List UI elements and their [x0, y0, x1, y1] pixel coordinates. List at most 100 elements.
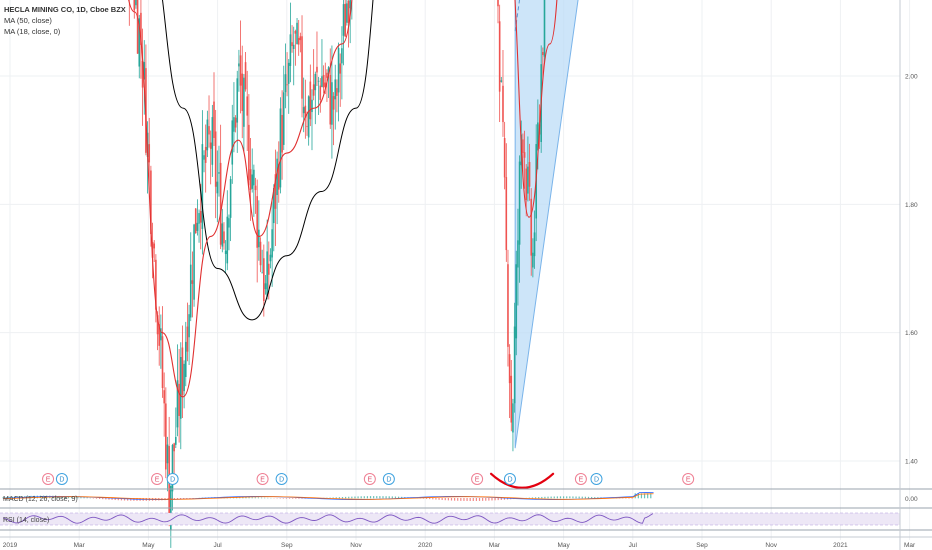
- macd-bar: [594, 497, 596, 499]
- earnings-marker: [471, 473, 484, 485]
- candle-body: [510, 375, 513, 423]
- candle-body: [513, 326, 516, 404]
- candle-body: [263, 258, 265, 302]
- dividend-marker: [382, 473, 395, 485]
- candle-body: [161, 336, 164, 388]
- earnings-marker: [151, 473, 164, 485]
- macd-bar: [70, 496, 73, 499]
- macd-bar: [369, 496, 372, 499]
- macd-bar: [581, 496, 583, 499]
- candle-body: [160, 328, 162, 341]
- candle-body: [533, 232, 536, 257]
- macd-bar: [475, 498, 478, 501]
- candle-body: [299, 36, 302, 41]
- candle-body: [150, 170, 152, 235]
- macd-bar: [111, 498, 113, 500]
- candle-body: [336, 88, 338, 96]
- candle-body: [189, 264, 192, 318]
- candle-body: [136, 0, 139, 54]
- candle-body: [347, 0, 350, 24]
- candle-body: [518, 161, 521, 245]
- candle-body: [229, 179, 232, 218]
- macd-bar: [569, 496, 571, 499]
- macd-bar: [351, 496, 353, 499]
- rsi-line: [2, 513, 654, 524]
- candle-body: [191, 280, 194, 284]
- candle-body: [537, 122, 539, 151]
- time-tick-label: Jul: [213, 542, 222, 549]
- candle-body: [349, 0, 351, 9]
- candle-body: [286, 84, 288, 86]
- candle-body: [228, 218, 230, 228]
- legend-ma50[interactable]: MA (50, close): [4, 16, 52, 25]
- macd-bar: [257, 497, 260, 499]
- macd-bar: [248, 497, 250, 499]
- macd-bar: [254, 497, 256, 499]
- candle-body: [525, 168, 528, 201]
- macd-bar: [566, 496, 568, 499]
- macd-bar: [95, 498, 98, 499]
- macd-bar: [450, 498, 453, 501]
- macd-bar: [329, 497, 331, 499]
- candle-body: [173, 443, 175, 452]
- candle-body: [517, 240, 519, 268]
- candle-body: [331, 82, 333, 125]
- candle-body: [302, 107, 305, 114]
- time-tick-label: 2021: [833, 542, 848, 549]
- macd-bar: [295, 498, 297, 499]
- macd-bar: [454, 498, 456, 501]
- macd-signal-line: [3, 493, 654, 500]
- macd-bar: [189, 498, 191, 499]
- event-letter: E: [368, 477, 373, 484]
- dividend-marker: [590, 473, 603, 485]
- macd-bar: [123, 498, 126, 501]
- earnings-marker: [574, 473, 587, 485]
- candle-body: [248, 124, 250, 181]
- macd-bar: [345, 496, 347, 499]
- price-tick-label: 2.00: [905, 74, 918, 81]
- candle-body: [319, 85, 322, 100]
- macd-bar: [102, 498, 104, 500]
- macd-bar: [357, 496, 359, 499]
- macd-bar: [2, 497, 4, 499]
- macd-bar: [556, 496, 558, 499]
- candle-body: [204, 146, 207, 163]
- candle-body: [209, 142, 212, 149]
- legend-ma18[interactable]: MA (18, close, 0): [4, 27, 61, 36]
- macd-bar: [86, 497, 88, 499]
- price-candles: [128, 0, 546, 548]
- time-tick-label: Nov: [350, 542, 362, 549]
- macd-bar: [528, 497, 530, 499]
- time-tick-label: Jul: [629, 542, 638, 549]
- candle-body: [523, 152, 526, 158]
- indicator-panes: MACD (12, 26, close, 9) RSI (14, close) 0.…: [0, 488, 932, 531]
- candle-body: [279, 108, 282, 188]
- candle-body: [502, 85, 504, 123]
- candle-body: [206, 119, 209, 151]
- macd-bar: [503, 498, 506, 500]
- candle-body: [140, 12, 142, 46]
- candle-body: [179, 357, 182, 419]
- macd-bar: [466, 498, 468, 501]
- event-letter: D: [279, 477, 284, 484]
- candle-body: [259, 241, 262, 266]
- candle-body: [269, 254, 272, 262]
- time-tick-label: May: [557, 542, 570, 549]
- macd-bar: [335, 497, 337, 499]
- macd-bar: [332, 497, 334, 499]
- candle-body: [181, 347, 184, 396]
- price-axis[interactable]: 4.804.604.404.204.003.803.603.403.203.00…: [899, 0, 925, 550]
- earnings-marker: [42, 473, 55, 485]
- time-axis[interactable]: 2019 Mar May Jul Sep Nov 2020 Mar May Jul Sep Nov 20…: [0, 536, 932, 549]
- candle-body: [171, 444, 174, 492]
- candle-body: [505, 177, 508, 251]
- candle-body: [341, 48, 343, 64]
- candle-body: [231, 120, 234, 165]
- candle-body: [226, 216, 229, 264]
- macd-bar: [360, 496, 362, 499]
- candle-body: [332, 96, 335, 110]
- event-letter: D: [386, 477, 391, 484]
- drawing-overlays: [489, 472, 555, 489]
- macd-bar: [429, 498, 431, 500]
